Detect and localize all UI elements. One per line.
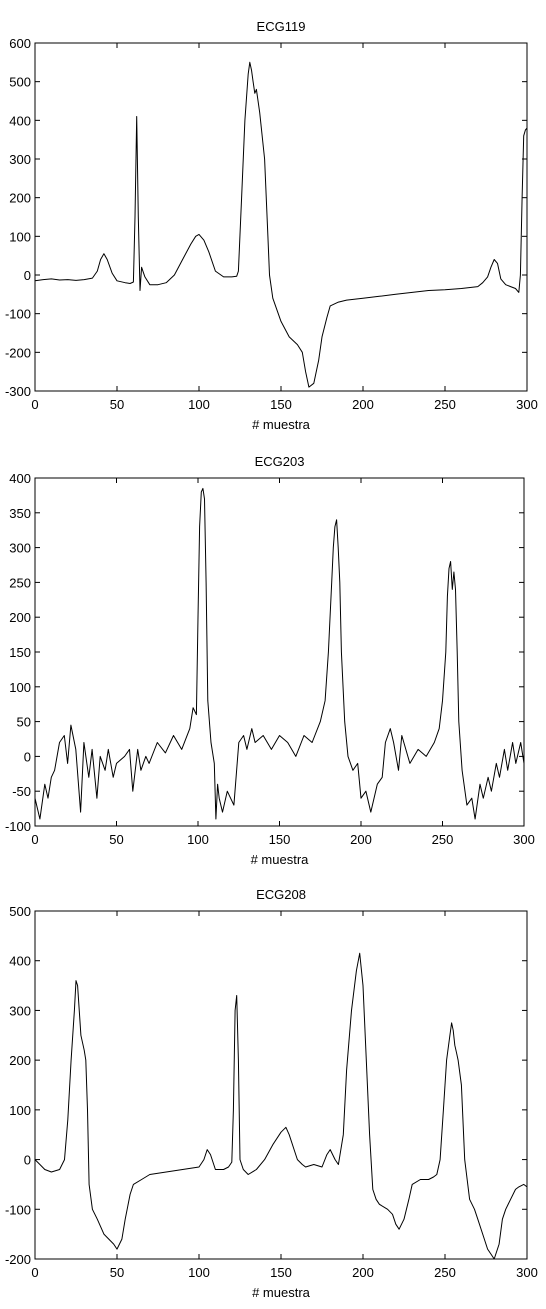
- x-tick-label: 300: [516, 1265, 538, 1280]
- series-line: [34, 952, 528, 1260]
- y-tick-label: -300: [5, 384, 31, 399]
- y-tick-label: 250: [9, 575, 31, 590]
- y-tick-label: -100: [5, 1202, 31, 1217]
- y-tick-label: 0: [24, 268, 31, 283]
- y-tick-label: 100: [9, 1103, 31, 1118]
- x-tick-label: 300: [516, 397, 538, 412]
- x-tick-label: 100: [188, 397, 210, 412]
- chart-panel-1: ECG119 0 50 100 150 200 250 300 -300 -200 -100 0 100…: [5, 19, 538, 432]
- chart-title: ECG203: [255, 454, 305, 469]
- y-tick-label: 0: [24, 1153, 31, 1168]
- y-tick-label: 400: [9, 954, 31, 969]
- series-line: [34, 487, 525, 820]
- y-tick-label: 200: [9, 1053, 31, 1068]
- y-tick-label: 100: [9, 229, 31, 244]
- y-tick-label: 300: [9, 1003, 31, 1018]
- y-tick-label: -200: [5, 1252, 31, 1267]
- y-tick-label: 400: [9, 113, 31, 128]
- chart-panel-2: ECG203 0 50 100 150 200 250 300 -100 -50 0 50 100 150…: [5, 454, 535, 867]
- x-tick-label: 0: [31, 397, 38, 412]
- x-tick-label: 200: [350, 832, 372, 847]
- x-tick-label: 0: [31, 1265, 38, 1280]
- y-tick-label: 100: [9, 680, 31, 695]
- plot-frame: [34, 477, 525, 827]
- x-tick-label: 300: [513, 832, 535, 847]
- y-tick-label: 200: [9, 191, 31, 206]
- y-tick-label: -200: [5, 345, 31, 360]
- x-tick-label: 150: [270, 397, 292, 412]
- y-tick-label: -100: [5, 819, 31, 834]
- x-tick-label: 150: [269, 832, 291, 847]
- y-tick-label: 300: [9, 152, 31, 167]
- y-tick-label: 0: [24, 749, 31, 764]
- x-tick-label: 250: [434, 397, 456, 412]
- x-tick-label: 150: [270, 1265, 292, 1280]
- x-tick-label: 100: [188, 1265, 210, 1280]
- y-tick-label: 500: [9, 904, 31, 919]
- x-axis-label: # muestra: [251, 852, 310, 867]
- chart-title: ECG208: [256, 887, 306, 902]
- chart-panel-3: ECG208 0 50 100 150 200 250 300 -200 -100 0 100 200 3…: [5, 887, 538, 1300]
- x-tick-label: 50: [109, 832, 123, 847]
- x-tick-label: 200: [352, 1265, 374, 1280]
- x-tick-label: 100: [187, 832, 209, 847]
- y-tick-label: 200: [9, 610, 31, 625]
- plot-frame: [34, 42, 528, 392]
- x-tick-label: 200: [352, 397, 374, 412]
- chart-title: ECG119: [257, 19, 306, 34]
- x-tick-label: 50: [110, 397, 124, 412]
- y-tick-label: 50: [17, 715, 31, 730]
- y-tick-label: 150: [9, 645, 31, 660]
- x-tick-label: 0: [31, 832, 38, 847]
- x-tick-label: 50: [110, 1265, 124, 1280]
- y-tick-label: 300: [9, 541, 31, 556]
- y-tick-label: -50: [12, 784, 31, 799]
- y-tick-label: 500: [9, 75, 31, 90]
- y-tick-label: 600: [9, 36, 31, 51]
- x-tick-label: 250: [434, 1265, 456, 1280]
- x-tick-label: 250: [432, 832, 454, 847]
- plot-frame: [34, 910, 528, 1260]
- y-tick-label: 400: [9, 471, 31, 486]
- y-tick-label: -100: [5, 307, 31, 322]
- y-tick-label: 350: [9, 506, 31, 521]
- series-line: [34, 61, 528, 388]
- x-axis-label: # muestra: [252, 1285, 311, 1300]
- x-axis-label: # muestra: [252, 417, 311, 432]
